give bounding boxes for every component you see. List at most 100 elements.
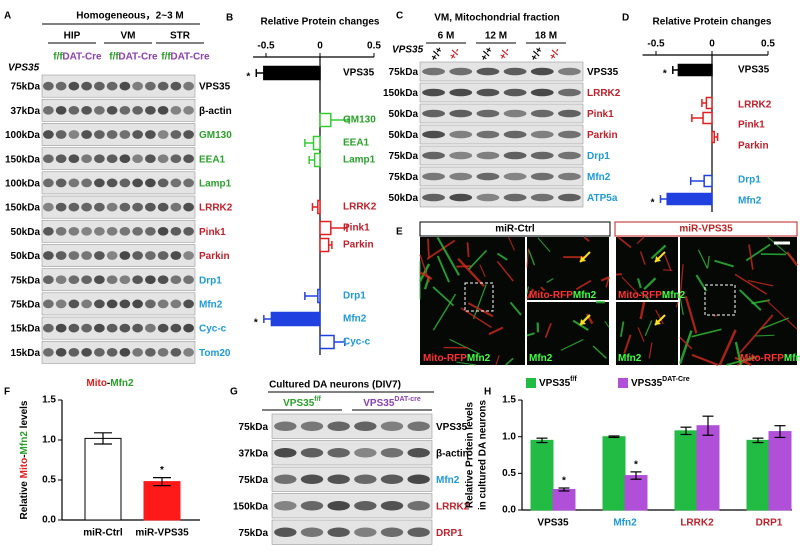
blot-band: [157, 251, 169, 260]
chart-title-part: Mito: [86, 378, 107, 389]
genotype-label: f/f: [161, 52, 171, 63]
blot-band: [157, 154, 169, 164]
blot-band: [183, 299, 194, 309]
protein-label: LRRK2: [587, 88, 621, 99]
blot-band: [503, 193, 527, 202]
group-label: VPS35DAT-cre: [363, 396, 421, 409]
micrograph-fiber: [468, 249, 488, 270]
genotype-label: f/f: [53, 52, 63, 63]
bar: [552, 488, 576, 511]
x-tick-label: -0.5: [257, 41, 275, 52]
blot-band: [183, 226, 194, 236]
x-tick-label: VPS35: [537, 518, 569, 529]
panel-letter: G: [230, 387, 238, 398]
protein-label: Mfn2: [199, 300, 223, 311]
micrograph-fiber: [675, 301, 679, 308]
micrograph-fiber: [691, 328, 722, 338]
micrograph-fiber: [605, 276, 610, 288]
blot-band: [354, 447, 377, 458]
blot-band: [503, 172, 527, 181]
blot-band: [157, 347, 169, 357]
blot-strip: [271, 413, 433, 439]
blot-band: [170, 347, 182, 357]
blot-band: [68, 299, 80, 309]
micrograph-fiber: [691, 353, 719, 367]
micrograph-fiber: [706, 255, 710, 269]
blot-band: [81, 226, 92, 236]
row-label: VPS35: [8, 63, 40, 74]
blot-band: [94, 81, 105, 91]
blot-band: [132, 178, 143, 188]
micrograph-fiber: [636, 236, 645, 245]
panel-letter: F: [4, 387, 10, 398]
legend-swatch: [526, 378, 536, 388]
protein-label: DRP1: [436, 528, 463, 539]
blot-band: [106, 226, 118, 236]
bar: [313, 152, 321, 168]
kda-label: 50kDa: [389, 193, 419, 204]
blot-band: [94, 347, 105, 357]
micrograph-fiber: [432, 286, 455, 307]
blot-band: [476, 88, 500, 97]
blot-band: [43, 347, 54, 357]
bar: [703, 174, 713, 188]
significance-mark: *: [663, 69, 667, 80]
blot-band: [503, 67, 527, 76]
micrograph-fiber: [456, 265, 471, 268]
blot-band: [106, 347, 118, 357]
blot-band: [94, 154, 105, 164]
protein-label: VPS35: [587, 67, 619, 78]
y-axis-label-part: Relative: [19, 478, 30, 519]
blot-band: [300, 421, 324, 432]
blot-band: [145, 178, 156, 188]
blot-strip: [41, 292, 196, 316]
micrograph-fiber: [509, 301, 522, 316]
kda-label: 150kDa: [233, 501, 268, 512]
micrograph-fiber: [526, 288, 535, 300]
protein-label: β-actin: [436, 448, 469, 459]
legend-name: VPS35: [539, 378, 571, 389]
blot-band: [354, 474, 377, 485]
blot-band: [119, 202, 131, 212]
bar: [317, 288, 321, 304]
blot-band: [81, 275, 92, 285]
blot-band: [354, 527, 377, 538]
blot-band: [55, 251, 67, 260]
blot-band: [183, 323, 194, 333]
blot-band: [449, 172, 473, 181]
genotype-label: DAT-Cre: [170, 52, 210, 63]
blot-band: [68, 251, 80, 260]
blot-band: [55, 154, 67, 164]
genotype-label: +/-: [497, 46, 513, 62]
blot-band: [558, 172, 581, 181]
micrograph-fiber: [755, 334, 775, 337]
blot-band: [183, 178, 194, 188]
blot-band: [170, 81, 182, 91]
micrograph: [420, 237, 525, 365]
micrograph-fiber: [472, 284, 487, 320]
micrograph-fiber: [636, 278, 642, 289]
group-label: VM: [121, 31, 136, 42]
micrograph-fiber: [678, 330, 693, 365]
micrograph-fiber: [617, 236, 632, 249]
blot-band: [106, 299, 118, 309]
bar: [702, 111, 713, 125]
blot-band: [94, 323, 105, 333]
blot-band: [55, 130, 67, 139]
blot-strip: [41, 74, 196, 98]
genotype-label: DAT-Cre: [118, 52, 158, 63]
category-label: Lamp1: [343, 155, 376, 166]
blot-band: [476, 151, 500, 160]
kda-label: 75kDa: [389, 151, 419, 162]
y-axis-label: in cultured DA neurons: [478, 399, 489, 510]
channel-label-part: Mfn2: [467, 353, 491, 364]
group-label: 12 M: [485, 31, 507, 42]
micrograph-fiber: [466, 242, 470, 258]
blot-band: [145, 105, 156, 115]
blot-band: [449, 193, 473, 202]
legend-superscript: DAT-Cre: [662, 376, 690, 383]
micrograph-fiber: [457, 257, 485, 288]
blot-band: [81, 202, 92, 212]
blot-band: [476, 130, 500, 139]
bar: [705, 96, 713, 110]
